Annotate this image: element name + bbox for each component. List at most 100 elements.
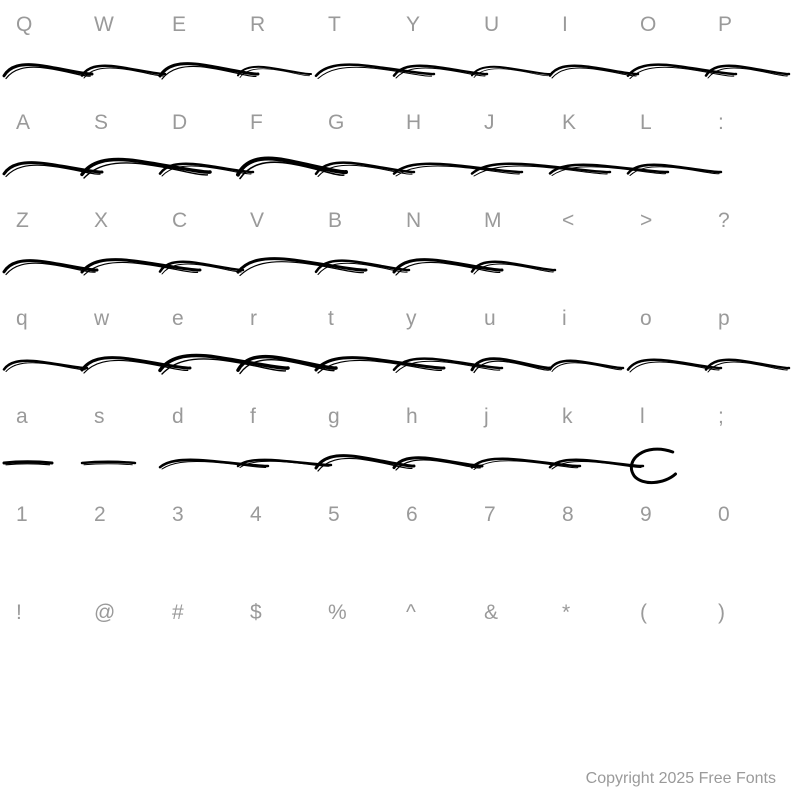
glyph-row: [10, 144, 790, 200]
glyph-sample: [478, 144, 556, 200]
glyph-sample: [322, 634, 400, 690]
char-label: P: [712, 13, 790, 37]
char-label: G: [322, 111, 400, 135]
char-label: J: [478, 111, 556, 135]
char-label: ^: [400, 601, 478, 625]
glyph-sample: [166, 144, 244, 200]
char-label: L: [634, 111, 712, 135]
glyph-sample: [244, 144, 322, 200]
glyph-sample: [556, 536, 634, 592]
char-label: ): [712, 601, 790, 625]
char-label: C: [166, 209, 244, 233]
glyph-sample: [556, 634, 634, 690]
glyph-sample: [478, 46, 556, 102]
char-row-0: QWERTYUIOP: [10, 4, 790, 102]
glyph-sample: [244, 46, 322, 102]
glyph-sample: [10, 46, 88, 102]
char-label: !: [10, 601, 88, 625]
char-row-1: ASDFGHJKL:: [10, 102, 790, 200]
glyph-sample: [556, 242, 634, 298]
glyph-sample: [88, 46, 166, 102]
char-label: &: [478, 601, 556, 625]
glyph-row: [10, 634, 790, 690]
glyph-sample: [478, 634, 556, 690]
char-label: W: [88, 13, 166, 37]
char-label: 1: [10, 503, 88, 527]
glyph-sample: [166, 634, 244, 690]
glyph-sample: [166, 242, 244, 298]
glyph-row: [10, 536, 790, 592]
char-label: 7: [478, 503, 556, 527]
glyph-sample: [712, 536, 790, 592]
char-label: S: [88, 111, 166, 135]
glyph-sample: [322, 438, 400, 494]
char-label: $: [244, 601, 322, 625]
glyph-sample: [322, 242, 400, 298]
char-label: 9: [634, 503, 712, 527]
label-row: ZXCVBNM<>?: [10, 200, 790, 242]
glyph-sample: [10, 340, 88, 396]
char-label: U: [478, 13, 556, 37]
glyph-sample: [88, 634, 166, 690]
char-label: i: [556, 307, 634, 331]
char-row-5: 1234567890: [10, 494, 790, 592]
char-label: H: [400, 111, 478, 135]
glyph-sample: [166, 340, 244, 396]
glyph-sample: [712, 144, 790, 200]
char-label: X: [88, 209, 166, 233]
glyph-sample: [88, 536, 166, 592]
char-label: g: [322, 405, 400, 429]
char-label: s: [88, 405, 166, 429]
char-row-2: ZXCVBNM<>?: [10, 200, 790, 298]
char-label: #: [166, 601, 244, 625]
label-row: 1234567890: [10, 494, 790, 536]
char-label: T: [322, 13, 400, 37]
char-label: K: [556, 111, 634, 135]
glyph-sample: [478, 438, 556, 494]
glyph-row: [10, 340, 790, 396]
character-map: QWERTYUIOPASDFGHJKL:ZXCVBNM<>?qwertyuiop…: [0, 0, 800, 690]
glyph-sample: [634, 438, 712, 494]
char-label: Y: [400, 13, 478, 37]
char-label: Z: [10, 209, 88, 233]
glyph-sample: [10, 536, 88, 592]
char-row-6: !@#$%^&*(): [10, 592, 790, 690]
glyph-sample: [166, 438, 244, 494]
glyph-sample: [88, 340, 166, 396]
char-label: w: [88, 307, 166, 331]
char-label: k: [556, 405, 634, 429]
glyph-sample: [712, 242, 790, 298]
glyph-sample: [400, 144, 478, 200]
glyph-row: [10, 242, 790, 298]
char-label: a: [10, 405, 88, 429]
char-label: 8: [556, 503, 634, 527]
glyph-sample: [88, 144, 166, 200]
char-label: 5: [322, 503, 400, 527]
char-label: :: [712, 111, 790, 135]
glyph-sample: [634, 536, 712, 592]
char-label: 4: [244, 503, 322, 527]
glyph-sample: [244, 340, 322, 396]
copyright-footer: Copyright 2025 Free Fonts: [586, 770, 776, 788]
glyph-sample: [478, 340, 556, 396]
glyph-sample: [400, 46, 478, 102]
glyph-sample: [556, 340, 634, 396]
glyph-sample: [10, 242, 88, 298]
glyph-sample: [478, 536, 556, 592]
glyph-sample: [634, 46, 712, 102]
glyph-sample: [634, 340, 712, 396]
glyph-sample: [88, 438, 166, 494]
glyph-sample: [400, 438, 478, 494]
char-label: ;: [712, 405, 790, 429]
glyph-sample: [10, 144, 88, 200]
glyph-sample: [634, 144, 712, 200]
char-label: D: [166, 111, 244, 135]
glyph-sample: [556, 46, 634, 102]
char-label: h: [400, 405, 478, 429]
glyph-sample: [400, 242, 478, 298]
char-label: u: [478, 307, 556, 331]
char-label: j: [478, 405, 556, 429]
glyph-sample: [10, 634, 88, 690]
glyph-sample: [400, 634, 478, 690]
glyph-sample: [244, 536, 322, 592]
